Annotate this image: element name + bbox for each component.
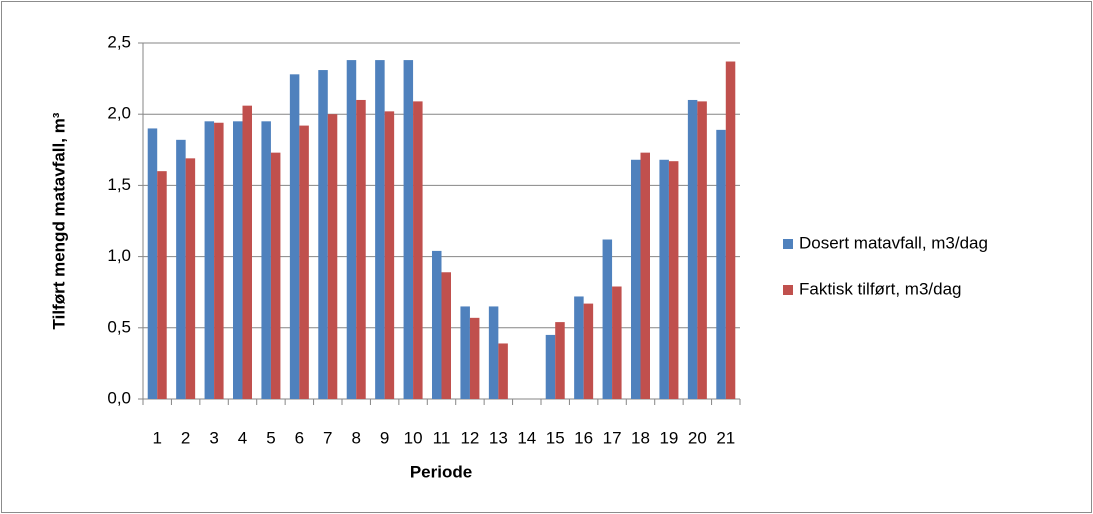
x-tick-label: 16 (574, 428, 593, 447)
bar (242, 105, 252, 399)
bar (233, 121, 243, 399)
bar (469, 317, 480, 399)
bar (697, 101, 707, 399)
bar (270, 152, 281, 399)
y-tick-label: 2,0 (107, 104, 131, 123)
x-tick-label: 11 (433, 428, 451, 447)
y-axis-label: Tilført mengd matavfall, m³ (49, 112, 68, 329)
x-tick-label: 14 (517, 428, 536, 447)
bar (716, 129, 726, 399)
bar (668, 161, 679, 399)
legend-swatch (783, 239, 793, 249)
bar (574, 296, 584, 399)
x-tick-label: 1 (152, 428, 161, 447)
bar (583, 303, 594, 399)
bar (612, 286, 622, 399)
bar (318, 70, 328, 399)
legend-label: Faktisk tilført, m3/dag (799, 279, 961, 298)
x-tick-label: 6 (295, 428, 304, 447)
bar (545, 334, 556, 399)
y-tick-label: 1,5 (107, 175, 131, 194)
bar (432, 250, 442, 399)
bar (157, 171, 167, 399)
bar (289, 74, 300, 399)
bar (687, 99, 698, 400)
x-tick-label: 12 (460, 428, 479, 447)
x-tick-label: 4 (238, 428, 247, 447)
bar (176, 139, 186, 399)
bar (403, 60, 414, 399)
x-tick-label: 13 (489, 428, 508, 447)
x-tick-label: 3 (209, 428, 218, 447)
bar (631, 159, 641, 399)
bar (147, 128, 158, 399)
legend-swatch (783, 285, 793, 295)
bar (460, 306, 470, 399)
x-tick-label: 9 (380, 428, 389, 447)
bar (214, 122, 224, 399)
x-tick-label: 7 (323, 428, 332, 447)
bar (640, 152, 650, 399)
y-tick-label: 1,0 (107, 246, 131, 265)
bar (204, 121, 215, 399)
y-tick-label: 0,0 (107, 388, 131, 407)
y-tick-label: 2,5 (107, 32, 131, 51)
x-tick-label: 20 (688, 428, 707, 447)
x-tick-label: 5 (266, 428, 275, 447)
x-tick-label: 19 (659, 428, 678, 447)
bar (299, 125, 309, 399)
x-axis-label: Periode (410, 462, 472, 481)
x-tick-label: 18 (631, 428, 650, 447)
x-tick-label: 15 (546, 428, 565, 447)
x-tick-label: 21 (716, 428, 735, 447)
bar (488, 306, 499, 399)
x-tick-label: 8 (351, 428, 360, 447)
bar (327, 114, 338, 399)
bar (498, 343, 508, 399)
x-tick-label: 10 (404, 428, 423, 447)
bar (375, 60, 385, 399)
bar (602, 239, 613, 399)
bar (384, 111, 395, 400)
bar (261, 121, 271, 399)
legend-label: Dosert matavfall, m3/dag (799, 233, 988, 252)
x-tick-label: 17 (603, 428, 622, 447)
bar (185, 158, 196, 399)
bar (413, 101, 423, 399)
x-tick-label: 2 (181, 428, 190, 447)
bar (356, 99, 366, 400)
bar (659, 159, 669, 399)
bar (441, 272, 451, 399)
bar (725, 61, 736, 400)
bar (555, 322, 565, 399)
y-tick-label: 0,5 (107, 317, 131, 336)
bar (346, 60, 357, 399)
